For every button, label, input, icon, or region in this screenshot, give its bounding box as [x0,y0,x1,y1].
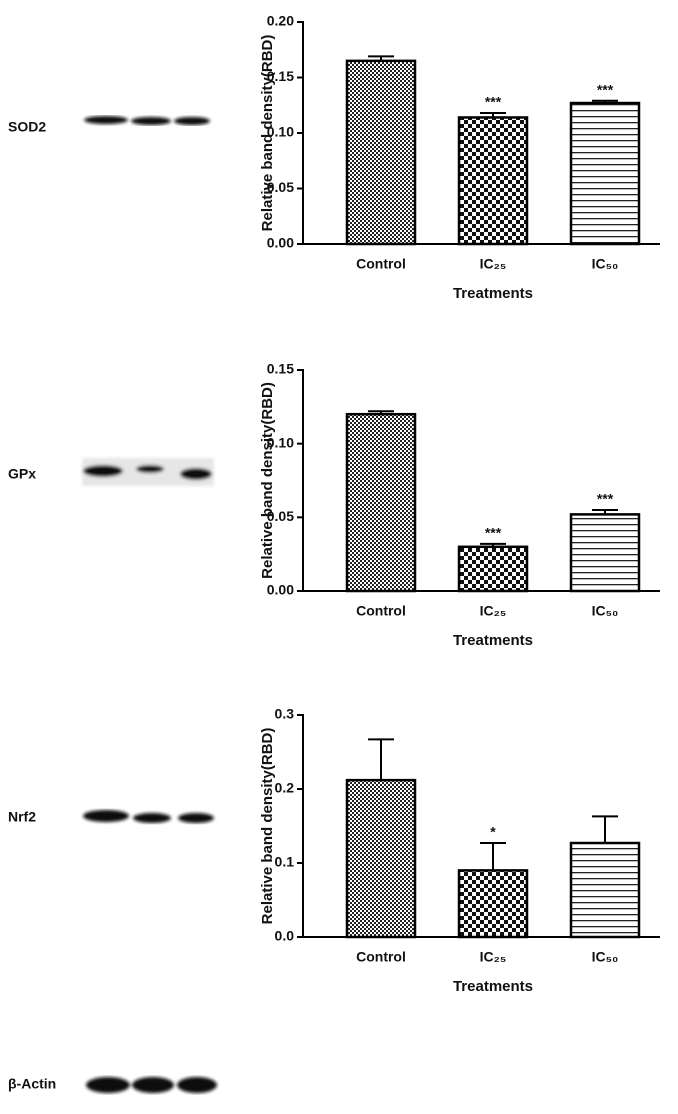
blot [82,458,214,486]
significance-label: *** [597,82,614,98]
bar [457,545,529,593]
significance-label: *** [485,94,502,110]
y-axis-title: Relative band density(RBD) [259,35,276,232]
y-axis-title: Relative band density(RBD) [259,728,276,925]
y-tick-label: 0.10 [267,124,294,140]
x-axis-title: Treatments [453,285,533,302]
blot-label: β-Actin [8,1076,56,1092]
blot-label: GPx [8,466,36,482]
bar [345,412,417,593]
x-tick-label: IC₅₀ [592,949,619,965]
x-tick-label: IC₂₅ [480,256,507,272]
x-tick-label: IC₂₅ [480,949,507,965]
blot [86,1077,217,1093]
blot-label: Nrf2 [8,809,36,825]
y-axis-title: Relative band density(RBD) [259,382,276,579]
y-tick-label: 0.20 [267,13,294,29]
blot [84,116,210,125]
y-tick-label: 0.1 [275,854,295,870]
significance-label: * [490,824,496,840]
x-tick-label: Control [356,603,406,619]
bar [457,116,529,246]
x-tick-label: Control [356,949,406,965]
y-tick-label: 0.2 [275,780,295,796]
blot [83,810,214,823]
y-tick-label: 0.3 [275,706,295,722]
significance-label: *** [597,491,614,507]
y-tick-label: 0.05 [267,508,294,524]
bar [457,869,529,939]
blot-label: SOD2 [8,119,46,135]
y-tick-label: 0.05 [267,179,294,195]
bar [345,59,417,246]
y-tick-label: 0.00 [267,582,294,598]
x-axis-title: Treatments [453,632,533,649]
bar [345,778,417,939]
y-tick-label: 0.10 [267,434,294,450]
x-tick-label: Control [356,256,406,272]
bar [569,101,641,246]
x-axis-title: Treatments [453,978,533,995]
x-tick-label: IC₂₅ [480,603,507,619]
y-tick-label: 0.00 [267,235,294,251]
bar [569,841,641,939]
y-tick-label: 0.15 [267,68,294,84]
significance-label: *** [485,525,502,541]
x-tick-label: IC₅₀ [592,256,619,272]
x-tick-label: IC₅₀ [592,603,619,619]
y-tick-label: 0.0 [275,928,295,944]
bar [569,513,641,593]
y-tick-label: 0.15 [267,361,294,377]
